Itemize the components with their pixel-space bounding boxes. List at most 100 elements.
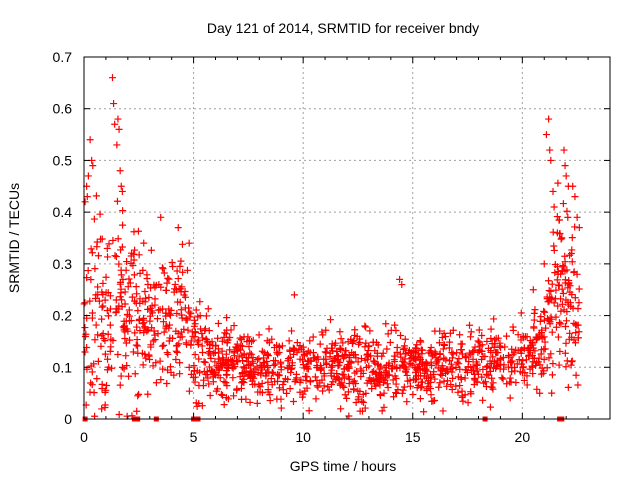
- data-point: [311, 354, 319, 362]
- data-point: [160, 328, 168, 336]
- data-point: [87, 379, 95, 387]
- data-point-peak: [550, 203, 558, 211]
- data-point: [508, 345, 516, 353]
- data-point: [506, 394, 514, 402]
- data-point: [471, 376, 479, 384]
- data-point: [132, 341, 140, 349]
- data-point: [471, 343, 479, 351]
- data-point: [265, 368, 273, 376]
- data-point: [88, 249, 96, 257]
- data-point: [431, 375, 439, 383]
- data-point-peak: [114, 115, 122, 123]
- data-point-peak: [110, 100, 118, 108]
- data-point: [116, 293, 124, 301]
- data-point: [220, 401, 228, 409]
- data-point: [418, 378, 426, 386]
- data-point: [560, 263, 568, 271]
- data-point: [523, 333, 531, 341]
- data-point: [406, 382, 414, 390]
- data-point: [147, 343, 155, 351]
- data-point: [131, 297, 139, 305]
- data-point: [200, 367, 208, 375]
- data-point: [210, 349, 218, 357]
- data-point: [211, 368, 219, 376]
- data-point: [165, 324, 173, 332]
- data-point: [111, 252, 119, 260]
- data-point: [125, 372, 133, 380]
- data-point: [517, 309, 525, 317]
- data-point: [561, 279, 569, 287]
- data-point: [127, 317, 135, 325]
- data-point: [385, 371, 393, 379]
- data-point: [247, 361, 255, 369]
- data-point: [200, 358, 208, 366]
- data-point: [142, 294, 150, 302]
- data-point: [107, 335, 115, 343]
- data-point: [134, 349, 142, 357]
- data-point: [204, 374, 212, 382]
- data-point: [140, 329, 148, 337]
- data-point: [160, 341, 168, 349]
- data-point: [509, 323, 517, 331]
- data-point: [482, 363, 490, 371]
- data-point: [184, 326, 192, 334]
- data-point: [436, 327, 444, 335]
- data-point: [144, 281, 152, 289]
- data-point: [323, 344, 331, 352]
- data-point: [575, 299, 583, 307]
- data-point: [229, 374, 237, 382]
- data-point: [363, 379, 371, 387]
- data-point: [337, 345, 345, 353]
- data-point: [465, 358, 473, 366]
- data-point: [498, 374, 506, 382]
- data-point: [534, 358, 542, 366]
- data-point: [117, 372, 125, 380]
- data-point: [203, 337, 211, 345]
- data-point: [452, 363, 460, 371]
- data-point: [205, 363, 213, 371]
- data-point: [183, 266, 191, 274]
- data-point: [160, 269, 168, 277]
- data-point: [317, 365, 325, 373]
- data-point: [173, 341, 181, 349]
- data-point: [431, 348, 439, 356]
- data-point: [357, 365, 365, 373]
- data-point: [99, 291, 107, 299]
- data-point: [86, 297, 94, 305]
- data-point: [555, 319, 563, 327]
- data-point: [411, 349, 419, 357]
- data-point: [492, 334, 500, 342]
- data-point: [383, 345, 391, 353]
- data-point: [335, 353, 343, 361]
- data-point: [417, 338, 425, 346]
- data-point: [553, 276, 561, 284]
- data-point: [105, 363, 113, 371]
- data-point: [228, 363, 236, 371]
- data-point: [226, 346, 234, 354]
- data-point: [81, 348, 89, 356]
- data-point: [575, 285, 583, 293]
- data-point: [90, 389, 98, 397]
- data-point-peak: [118, 187, 126, 195]
- data-point: [511, 367, 519, 375]
- data-point: [478, 331, 486, 339]
- data-point: [503, 332, 511, 340]
- data-point: [185, 387, 193, 395]
- data-point: [561, 349, 569, 357]
- data-point: [361, 356, 369, 364]
- data-point: [104, 253, 112, 261]
- data-point: [435, 383, 443, 391]
- data-point: [458, 340, 466, 348]
- data-point: [257, 369, 265, 377]
- data-point: [465, 349, 473, 357]
- data-point: [497, 343, 505, 351]
- data-point: [384, 330, 392, 338]
- data-point: [478, 373, 486, 381]
- data-point: [133, 407, 141, 415]
- data-point: [264, 352, 272, 360]
- data-point-peak: [116, 167, 124, 175]
- data-point: [122, 352, 130, 360]
- data-point: [284, 357, 292, 365]
- data-point: [103, 381, 111, 389]
- data-point: [94, 331, 102, 339]
